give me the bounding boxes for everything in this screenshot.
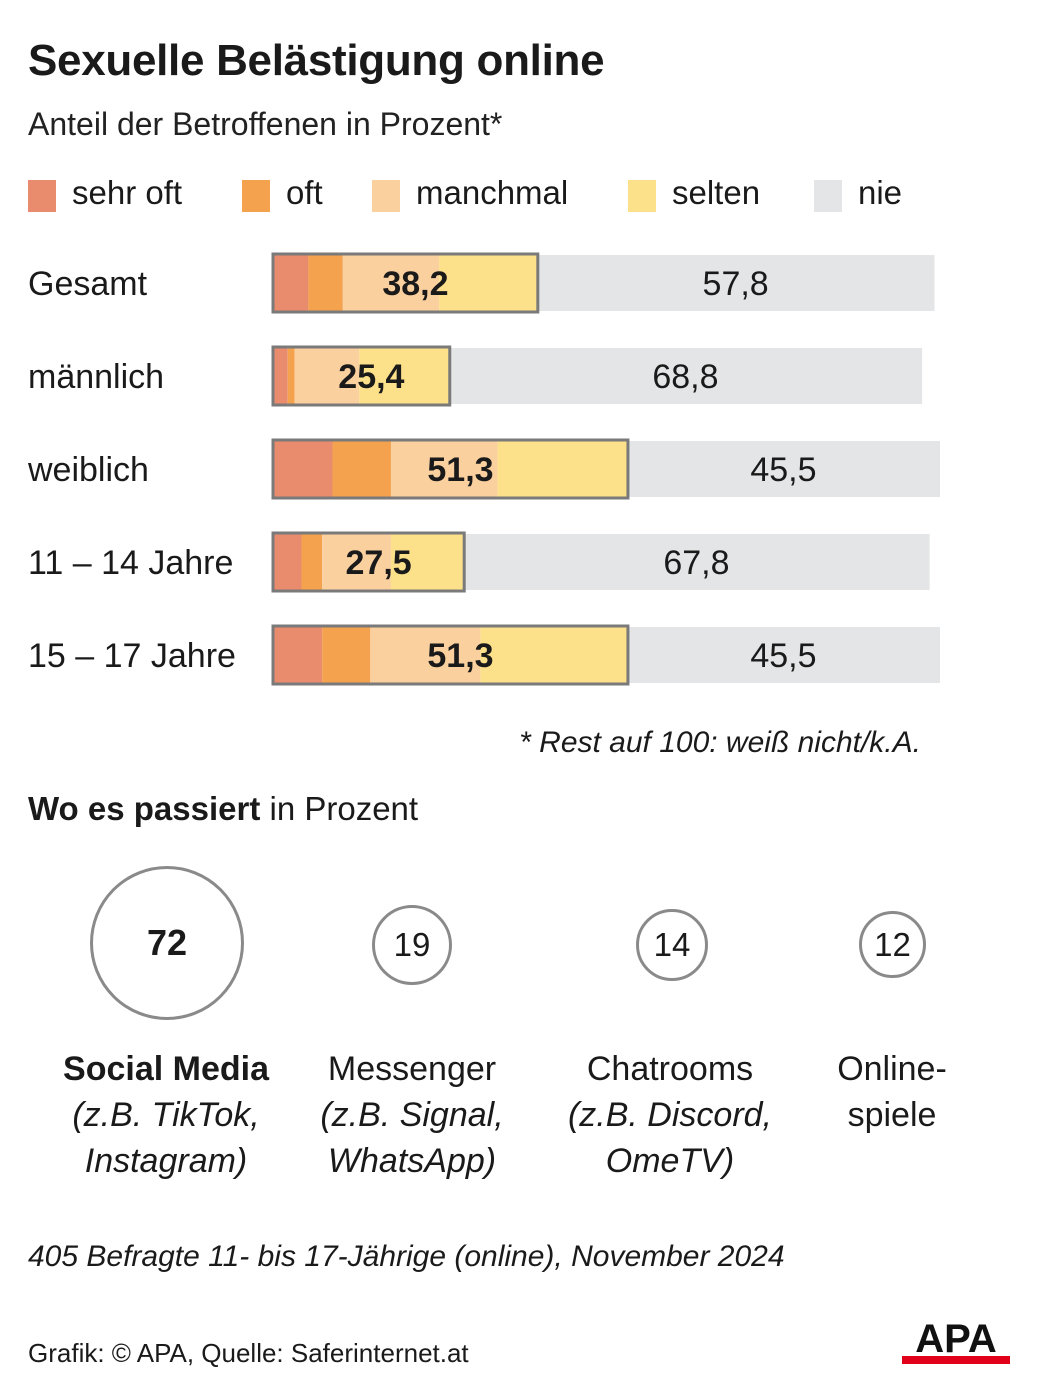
bar-segment-manchmal	[342, 255, 440, 311]
source-credit: Grafik: © APA, Quelle: Saferinternet.at	[28, 1338, 469, 1368]
bar-never-label: 68,8	[652, 358, 718, 396]
apa-logo-text: APA	[915, 1318, 996, 1361]
bar-affected-outline	[271, 345, 452, 407]
bar-category-label: weiblich	[27, 451, 149, 489]
legend-swatch	[242, 180, 270, 212]
platform-label-messenger: Messenger (z.B. Signal, WhatsApp)	[282, 1046, 542, 1184]
platform-label-onlinespiele: Online- spiele	[762, 1046, 1022, 1138]
bar-category-label: männlich	[28, 358, 164, 396]
chart-subtitle: Anteil der Betroffenen in Prozent*	[28, 106, 503, 142]
bar-segment-sehr-oft	[274, 348, 288, 404]
bar-segment-selten	[390, 534, 464, 590]
bar-segment-sehr-oft	[274, 255, 309, 311]
platform-name: Chatrooms	[586, 1050, 754, 1088]
bar-never-label: 45,5	[750, 637, 816, 675]
bar-affected-total-label: 51,3	[427, 451, 493, 489]
bar-category-label: 15 – 17 Jahre	[28, 637, 236, 675]
platform-value-circle: 14	[636, 909, 708, 981]
bar-affected-outline	[271, 624, 630, 686]
legend-label: oft	[286, 174, 323, 211]
legend-label: nie	[858, 174, 903, 211]
bar-category-label: 11 – 14 Jahre	[28, 544, 233, 582]
bar-segment-selten	[359, 348, 449, 404]
platform-name: Social Media	[63, 1050, 269, 1088]
platform-examples: OmeTV)	[605, 1142, 735, 1180]
legend-swatch	[372, 180, 400, 212]
bar-segment-selten	[439, 255, 537, 311]
bar-segment-selten	[480, 627, 627, 683]
bar-affected-outline	[271, 531, 466, 593]
bar-segment-sehr-oft	[274, 627, 323, 683]
bar-segment-sehr-oft	[274, 534, 302, 590]
sample-note: 405 Befragte 11- bis 17-Jährige (online)…	[28, 1240, 785, 1273]
platform-label-chatrooms: Chatrooms (z.B. Discord, OmeTV)	[540, 1046, 800, 1184]
apa-logo-bar	[902, 1356, 1010, 1364]
platform-value-circle: 12	[859, 911, 926, 978]
bar-segment-nie	[626, 441, 940, 497]
apa-logo: APA	[902, 1318, 1010, 1364]
bar-segment-selten	[497, 441, 627, 497]
platform-examples: (z.B. Discord,	[567, 1096, 773, 1134]
platforms-title-rest: in Prozent	[260, 790, 419, 827]
bar-never-label: 57,8	[703, 265, 769, 303]
bar-segment-oft	[287, 348, 295, 404]
bar-segment-manchmal	[390, 441, 498, 497]
bar-affected-total-label: 27,5	[346, 544, 412, 582]
bar-affected-outline	[271, 438, 630, 500]
stacked-bar-chart: Gesamt 38,2 57,8 männlich 25,4 68,8 weiblich 51…	[27, 252, 940, 686]
legend-label: selten	[672, 174, 761, 211]
bar-segment-oft	[332, 441, 391, 497]
platform-examples: WhatsApp)	[327, 1142, 497, 1180]
platform-examples: Instagram)	[84, 1142, 248, 1180]
platforms-title: Wo es passiert in Prozent	[28, 790, 418, 828]
legend-label: manchmal	[416, 174, 569, 211]
bar-never-label: 67,8	[663, 544, 729, 582]
legend-label: sehr oft	[72, 174, 183, 211]
bar-segment-nie	[536, 255, 935, 311]
bar-affected-total-label: 25,4	[338, 358, 404, 396]
bar-never-label: 45,5	[750, 451, 816, 489]
chart-title: Sexuelle Belästigung online	[28, 36, 605, 85]
platform-name: Online-	[837, 1050, 947, 1088]
platform-examples: (z.B. Signal,	[320, 1096, 504, 1134]
bar-affected-total-label: 51,3	[427, 637, 493, 675]
bar-segment-sehr-oft	[274, 441, 333, 497]
footnote: * Rest auf 100: weiß nicht/k.A.	[519, 726, 921, 759]
bar-affected-total-label: 38,2	[382, 265, 448, 303]
bar-segment-manchmal	[322, 534, 391, 590]
bar-affected-outline	[271, 252, 540, 314]
platforms-title-bold: Wo es passiert	[28, 790, 261, 827]
bar-segment-nie	[626, 627, 940, 683]
bar-segment-oft	[301, 534, 323, 590]
platform-label-social-media: Social Media (z.B. TikTok, Instagram)	[36, 1046, 296, 1184]
bar-segment-nie	[463, 534, 930, 590]
bar-segment-oft	[322, 627, 371, 683]
platform-value-circle: 72	[90, 866, 244, 1020]
platform-value-circle: 19	[372, 905, 452, 985]
platform-name: Messenger	[327, 1050, 497, 1088]
bar-segment-nie	[448, 348, 923, 404]
bar-segment-manchmal	[370, 627, 481, 683]
legend-swatch	[28, 180, 56, 212]
bar-segment-oft	[308, 255, 343, 311]
legend-swatch	[628, 180, 656, 212]
platform-name-continued: spiele	[847, 1096, 937, 1134]
platform-examples: (z.B. TikTok,	[72, 1096, 260, 1134]
bar-category-label: Gesamt	[28, 265, 148, 303]
legend-swatch	[814, 180, 842, 212]
bar-segment-manchmal	[294, 348, 360, 404]
